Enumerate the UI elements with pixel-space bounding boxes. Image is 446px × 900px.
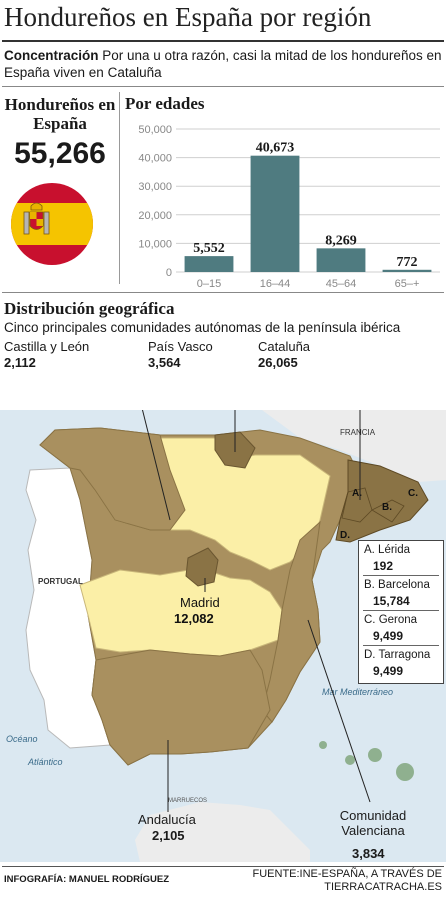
cataluna-leader-line <box>359 410 361 500</box>
breakdown-tarragona-value: 9,499 <box>373 664 404 678</box>
bar-1 <box>250 155 300 272</box>
y-tick-label: 40,000 <box>138 153 172 165</box>
label-madrid-name: Madrid <box>180 595 220 610</box>
breakdown-gerona-name: C. Gerona <box>364 614 418 626</box>
map-letter-b: B. <box>382 502 392 513</box>
bar-3 <box>382 269 432 272</box>
label-castilla-value: 2,112 <box>4 355 36 370</box>
coat-of-arms-icon <box>23 202 50 235</box>
island <box>368 748 382 762</box>
breakdown-tarragona-name: D. Tarragona <box>364 649 431 661</box>
title-rule <box>2 40 444 42</box>
intro-paragraph: Concentración Por una u otra razón, casi… <box>4 47 442 81</box>
madrid-region <box>185 547 219 587</box>
total-heading: Hondureños en España <box>4 95 116 133</box>
morocco-land <box>135 802 310 862</box>
geo-title: Distribución geográfica <box>4 299 175 318</box>
label-portugal: PORTUGAL <box>38 577 83 586</box>
intro-lead: Concentración <box>4 48 99 63</box>
age-bar-chart: 0 10,000 20,000 30,000 40,000 50,000 5,552 0–15… <box>138 124 440 290</box>
bar-value-label: 8,269 <box>325 233 357 248</box>
x-tick-label: 0–15 <box>197 278 221 290</box>
bar-value-label: 772 <box>397 255 418 270</box>
island <box>345 755 355 765</box>
x-tick-label: 65–+ <box>395 278 420 290</box>
flag-yellow <box>11 203 93 245</box>
label-pais-vasco-value: 3,564 <box>148 355 181 370</box>
label-valencia-value: 3,834 <box>352 846 385 861</box>
bar-value-label: 5,552 <box>193 241 225 256</box>
breakdown-barcelona-value: 15,784 <box>373 594 410 608</box>
spain-flag-icon <box>11 183 93 265</box>
footer-source: FUENTE:INE-ESPAÑA, A TRAVÉS DE TIERRACAT… <box>252 868 443 893</box>
cataluna-breakdown-box: A. Lérida 192 B. Barcelona 15,784 C. Ger… <box>358 540 444 684</box>
section-rule <box>2 86 444 87</box>
y-tick-label: 50,000 <box>138 124 172 136</box>
label-cataluna-value: 26,065 <box>258 355 298 370</box>
y-tick-label: 20,000 <box>138 210 172 222</box>
island <box>396 763 414 781</box>
breakdown-barcelona-name: B. Barcelona <box>364 579 430 591</box>
label-francia: FRANCIA <box>340 428 376 437</box>
y-tick-label: 10,000 <box>138 238 172 250</box>
breakdown-lerida-name: A. Lérida <box>364 544 411 556</box>
map-letter-c: C. <box>408 488 418 499</box>
label-mar-mediterraneo: Mar Mediterráneo <box>322 687 393 697</box>
label-castilla-name: Castilla y León <box>4 339 90 354</box>
bar-2 <box>316 248 366 272</box>
map-letter-d: D. <box>340 530 350 541</box>
label-atlantico: Atlántico <box>27 757 63 767</box>
label-pais-vasco-name: País Vasco <box>148 339 213 354</box>
island <box>319 741 327 749</box>
footer-credit: INFOGRAFÍA: MANUEL RODRÍGUEZ <box>4 874 170 885</box>
intro-text: Por una u otra razón, casi la mitad de l… <box>4 48 442 80</box>
bar-0 <box>184 256 234 272</box>
breakdown-lerida-value: 192 <box>373 559 394 573</box>
section-rule <box>2 292 444 293</box>
y-tick-label: 30,000 <box>138 181 172 193</box>
valencia-leader-line <box>307 619 371 803</box>
castilla-leader-line <box>141 410 171 521</box>
label-andalucia-value: 2,105 <box>152 828 185 843</box>
label-cataluna-name: Cataluña <box>258 339 311 354</box>
map-letter-a: A. <box>352 488 362 499</box>
y-tick-label: 0 <box>166 267 172 279</box>
castilla-leon-region <box>39 427 186 531</box>
pais-vasco-leader-line <box>234 410 236 452</box>
label-madrid-value: 12,082 <box>174 611 214 626</box>
france-land <box>262 410 446 482</box>
label-oceano: Océano <box>6 734 38 744</box>
andalucia-region <box>91 649 271 766</box>
page-title: Hondureños en España por región <box>4 2 372 32</box>
bar-value-label: 40,673 <box>256 141 295 156</box>
label-marruecos: MARRUECOS <box>168 798 207 804</box>
footer-rule <box>2 866 444 867</box>
total-value: 55,266 <box>14 137 106 170</box>
age-chart-title: Por edades <box>125 94 205 113</box>
column-divider <box>119 92 120 284</box>
x-tick-label: 45–64 <box>326 278 357 290</box>
breakdown-gerona-value: 9,499 <box>373 629 404 643</box>
label-valencia-name: Comunidad Valenciana <box>339 808 407 838</box>
label-andalucia-name: Andalucía <box>138 812 196 827</box>
geo-subtitle: Cinco principales comunidades autónomas … <box>4 320 401 335</box>
x-tick-label: 16–44 <box>260 278 291 290</box>
